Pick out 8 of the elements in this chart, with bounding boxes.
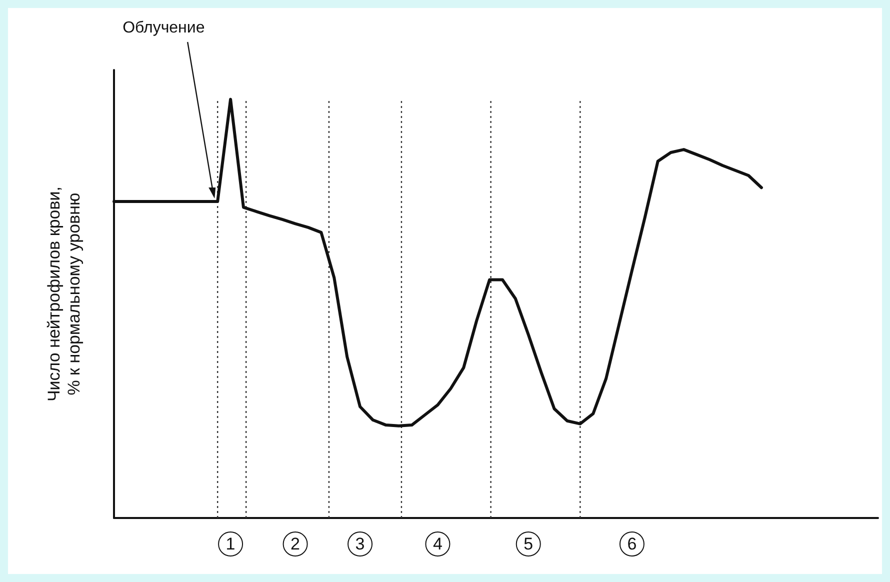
x-tick-label: 4 bbox=[432, 534, 442, 554]
text: Облучение bbox=[122, 20, 205, 36]
x-tick-label: 1 bbox=[226, 534, 236, 554]
x-tick-label: 6 bbox=[627, 534, 637, 554]
x-tick-label: 3 bbox=[355, 534, 365, 554]
x-tick-label: 5 bbox=[524, 534, 534, 554]
y-axis-title: Число нейтрофилов крови, % к нормальному уровню bbox=[44, 186, 84, 402]
x-tick-label: 2 bbox=[290, 534, 300, 554]
